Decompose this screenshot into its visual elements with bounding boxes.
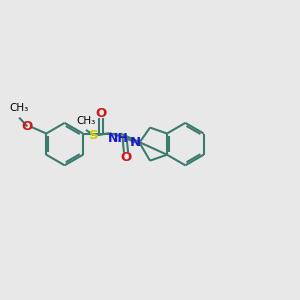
Text: O: O <box>95 107 106 120</box>
Text: CH₃: CH₃ <box>76 116 96 125</box>
Text: NH: NH <box>108 132 129 145</box>
Text: N: N <box>129 136 141 149</box>
Text: O: O <box>22 120 33 133</box>
Text: CH₃: CH₃ <box>10 103 29 113</box>
Text: S: S <box>89 129 98 142</box>
Text: O: O <box>120 152 132 164</box>
